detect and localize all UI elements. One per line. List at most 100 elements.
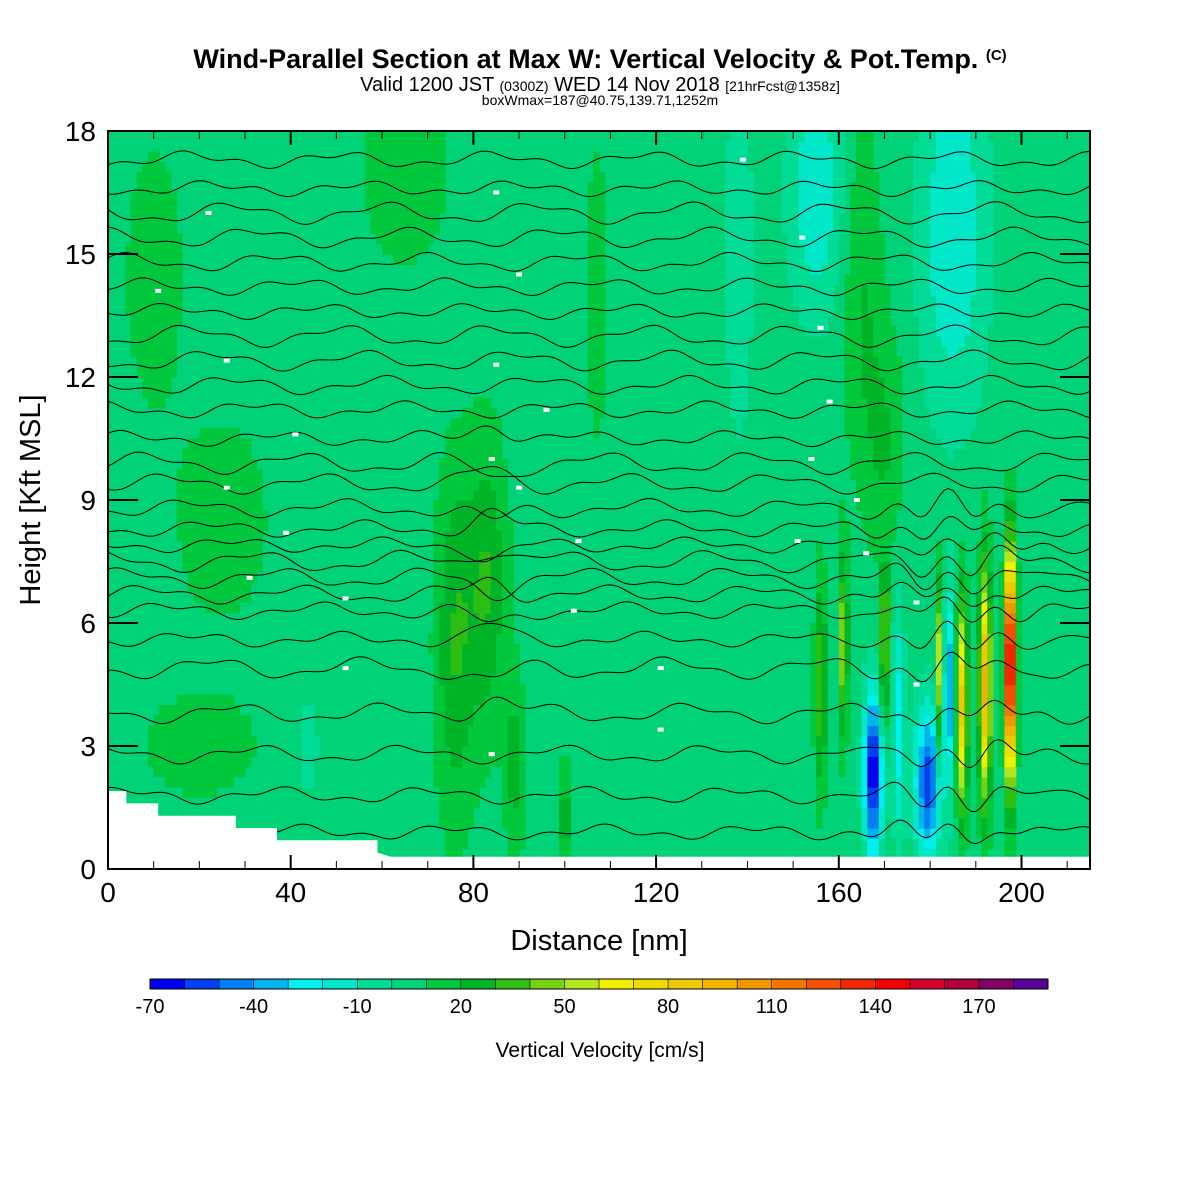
velocity-cell — [941, 172, 948, 183]
velocity-cell — [958, 643, 965, 655]
velocity-cell — [810, 151, 817, 163]
velocity-cell — [781, 172, 789, 183]
velocity-cell — [450, 479, 457, 491]
velocity-cell — [433, 192, 440, 204]
velocity-cell — [793, 233, 800, 245]
velocity-cell — [473, 500, 480, 511]
velocity-cell — [975, 674, 983, 686]
velocity-cell — [935, 397, 943, 409]
velocity-cell — [1015, 735, 1023, 747]
velocity-cell — [935, 131, 943, 142]
velocity-cell — [833, 202, 840, 214]
velocity-cell — [1010, 725, 1017, 737]
velocity-cell — [245, 592, 252, 604]
colorbar-segment — [322, 979, 358, 989]
velocity-cell — [376, 151, 383, 163]
velocity-cell — [844, 295, 851, 306]
velocity-cell — [890, 479, 897, 491]
velocity-cell — [456, 561, 463, 573]
velocity-cell — [467, 715, 474, 727]
velocity-cell — [815, 213, 823, 224]
velocity-cell — [736, 325, 743, 337]
velocity-cell — [484, 592, 492, 604]
theta-contour — [108, 544, 1090, 578]
velocity-cell — [364, 172, 372, 183]
velocity-cell — [873, 202, 880, 214]
velocity-cell — [587, 325, 594, 337]
velocity-cell — [199, 571, 206, 583]
velocity-cell — [593, 223, 600, 235]
velocity-cell — [815, 817, 823, 829]
velocity-cell — [952, 295, 960, 306]
velocity-cell — [781, 213, 789, 224]
velocity-cell — [456, 756, 463, 768]
velocity-cell — [867, 469, 874, 481]
velocity-cell — [935, 223, 943, 235]
velocity-cell — [890, 325, 897, 337]
velocity-cell — [878, 315, 886, 327]
velocity-cell — [844, 602, 851, 614]
velocity-cell — [136, 182, 143, 194]
velocity-cell — [724, 254, 731, 265]
velocity-cell — [964, 725, 971, 737]
velocity-cell — [507, 592, 514, 604]
velocity-cell — [245, 469, 252, 481]
velocity-cell — [975, 561, 983, 573]
velocity-cell — [970, 366, 977, 378]
velocity-cell — [736, 387, 743, 399]
velocity-cell — [199, 694, 206, 706]
velocity-cell — [941, 664, 948, 675]
velocity-cell — [730, 295, 737, 306]
velocity-cell — [473, 489, 480, 501]
velocity-cell — [239, 438, 246, 450]
velocity-cell — [490, 530, 497, 542]
velocity-cell — [815, 807, 823, 819]
velocity-cell — [924, 366, 931, 378]
velocity-cell — [153, 151, 160, 163]
velocity-cell — [410, 151, 417, 163]
velocity-cell — [884, 787, 891, 798]
velocity-cell — [1004, 520, 1011, 532]
velocity-cell — [924, 131, 931, 142]
velocity-cell — [895, 438, 903, 450]
velocity-cell — [416, 233, 423, 245]
velocity-cell — [450, 623, 457, 634]
velocity-cell — [593, 161, 600, 173]
velocity-cell — [815, 151, 823, 163]
velocity-cell — [924, 172, 931, 183]
velocity-cell — [844, 274, 851, 286]
velocity-cell — [245, 541, 252, 552]
velocity-cell — [913, 715, 920, 727]
velocity-cell — [918, 213, 926, 224]
velocity-cell — [444, 623, 452, 634]
velocity-cell — [815, 643, 823, 655]
velocity-cell — [210, 787, 218, 798]
velocity-cell — [387, 213, 395, 224]
velocity-cell — [844, 643, 851, 655]
velocity-cell — [479, 705, 486, 716]
velocity-cell — [947, 336, 954, 347]
velocity-cell — [239, 448, 246, 460]
velocity-cell — [479, 694, 486, 706]
velocity-cell — [1004, 500, 1011, 511]
velocity-cell — [855, 274, 863, 286]
velocity-cell — [890, 448, 897, 460]
velocity-cell — [867, 448, 874, 460]
velocity-cell — [975, 582, 983, 593]
velocity-cell — [741, 233, 749, 245]
velocity-cell — [210, 705, 218, 716]
velocity-cell — [867, 438, 874, 450]
velocity-cell — [484, 551, 492, 563]
velocity-cell — [827, 305, 834, 317]
velocity-cell — [199, 428, 206, 440]
velocity-cell — [987, 828, 994, 839]
velocity-cell — [838, 192, 846, 204]
velocity-cell — [136, 202, 143, 214]
velocity-cell — [599, 315, 606, 327]
theta-contour — [108, 277, 1090, 297]
velocity-cell — [964, 592, 971, 604]
velocity-cell — [855, 254, 863, 265]
velocity-cell — [239, 510, 246, 522]
velocity-cell — [450, 612, 457, 624]
velocity-cell — [490, 510, 497, 522]
